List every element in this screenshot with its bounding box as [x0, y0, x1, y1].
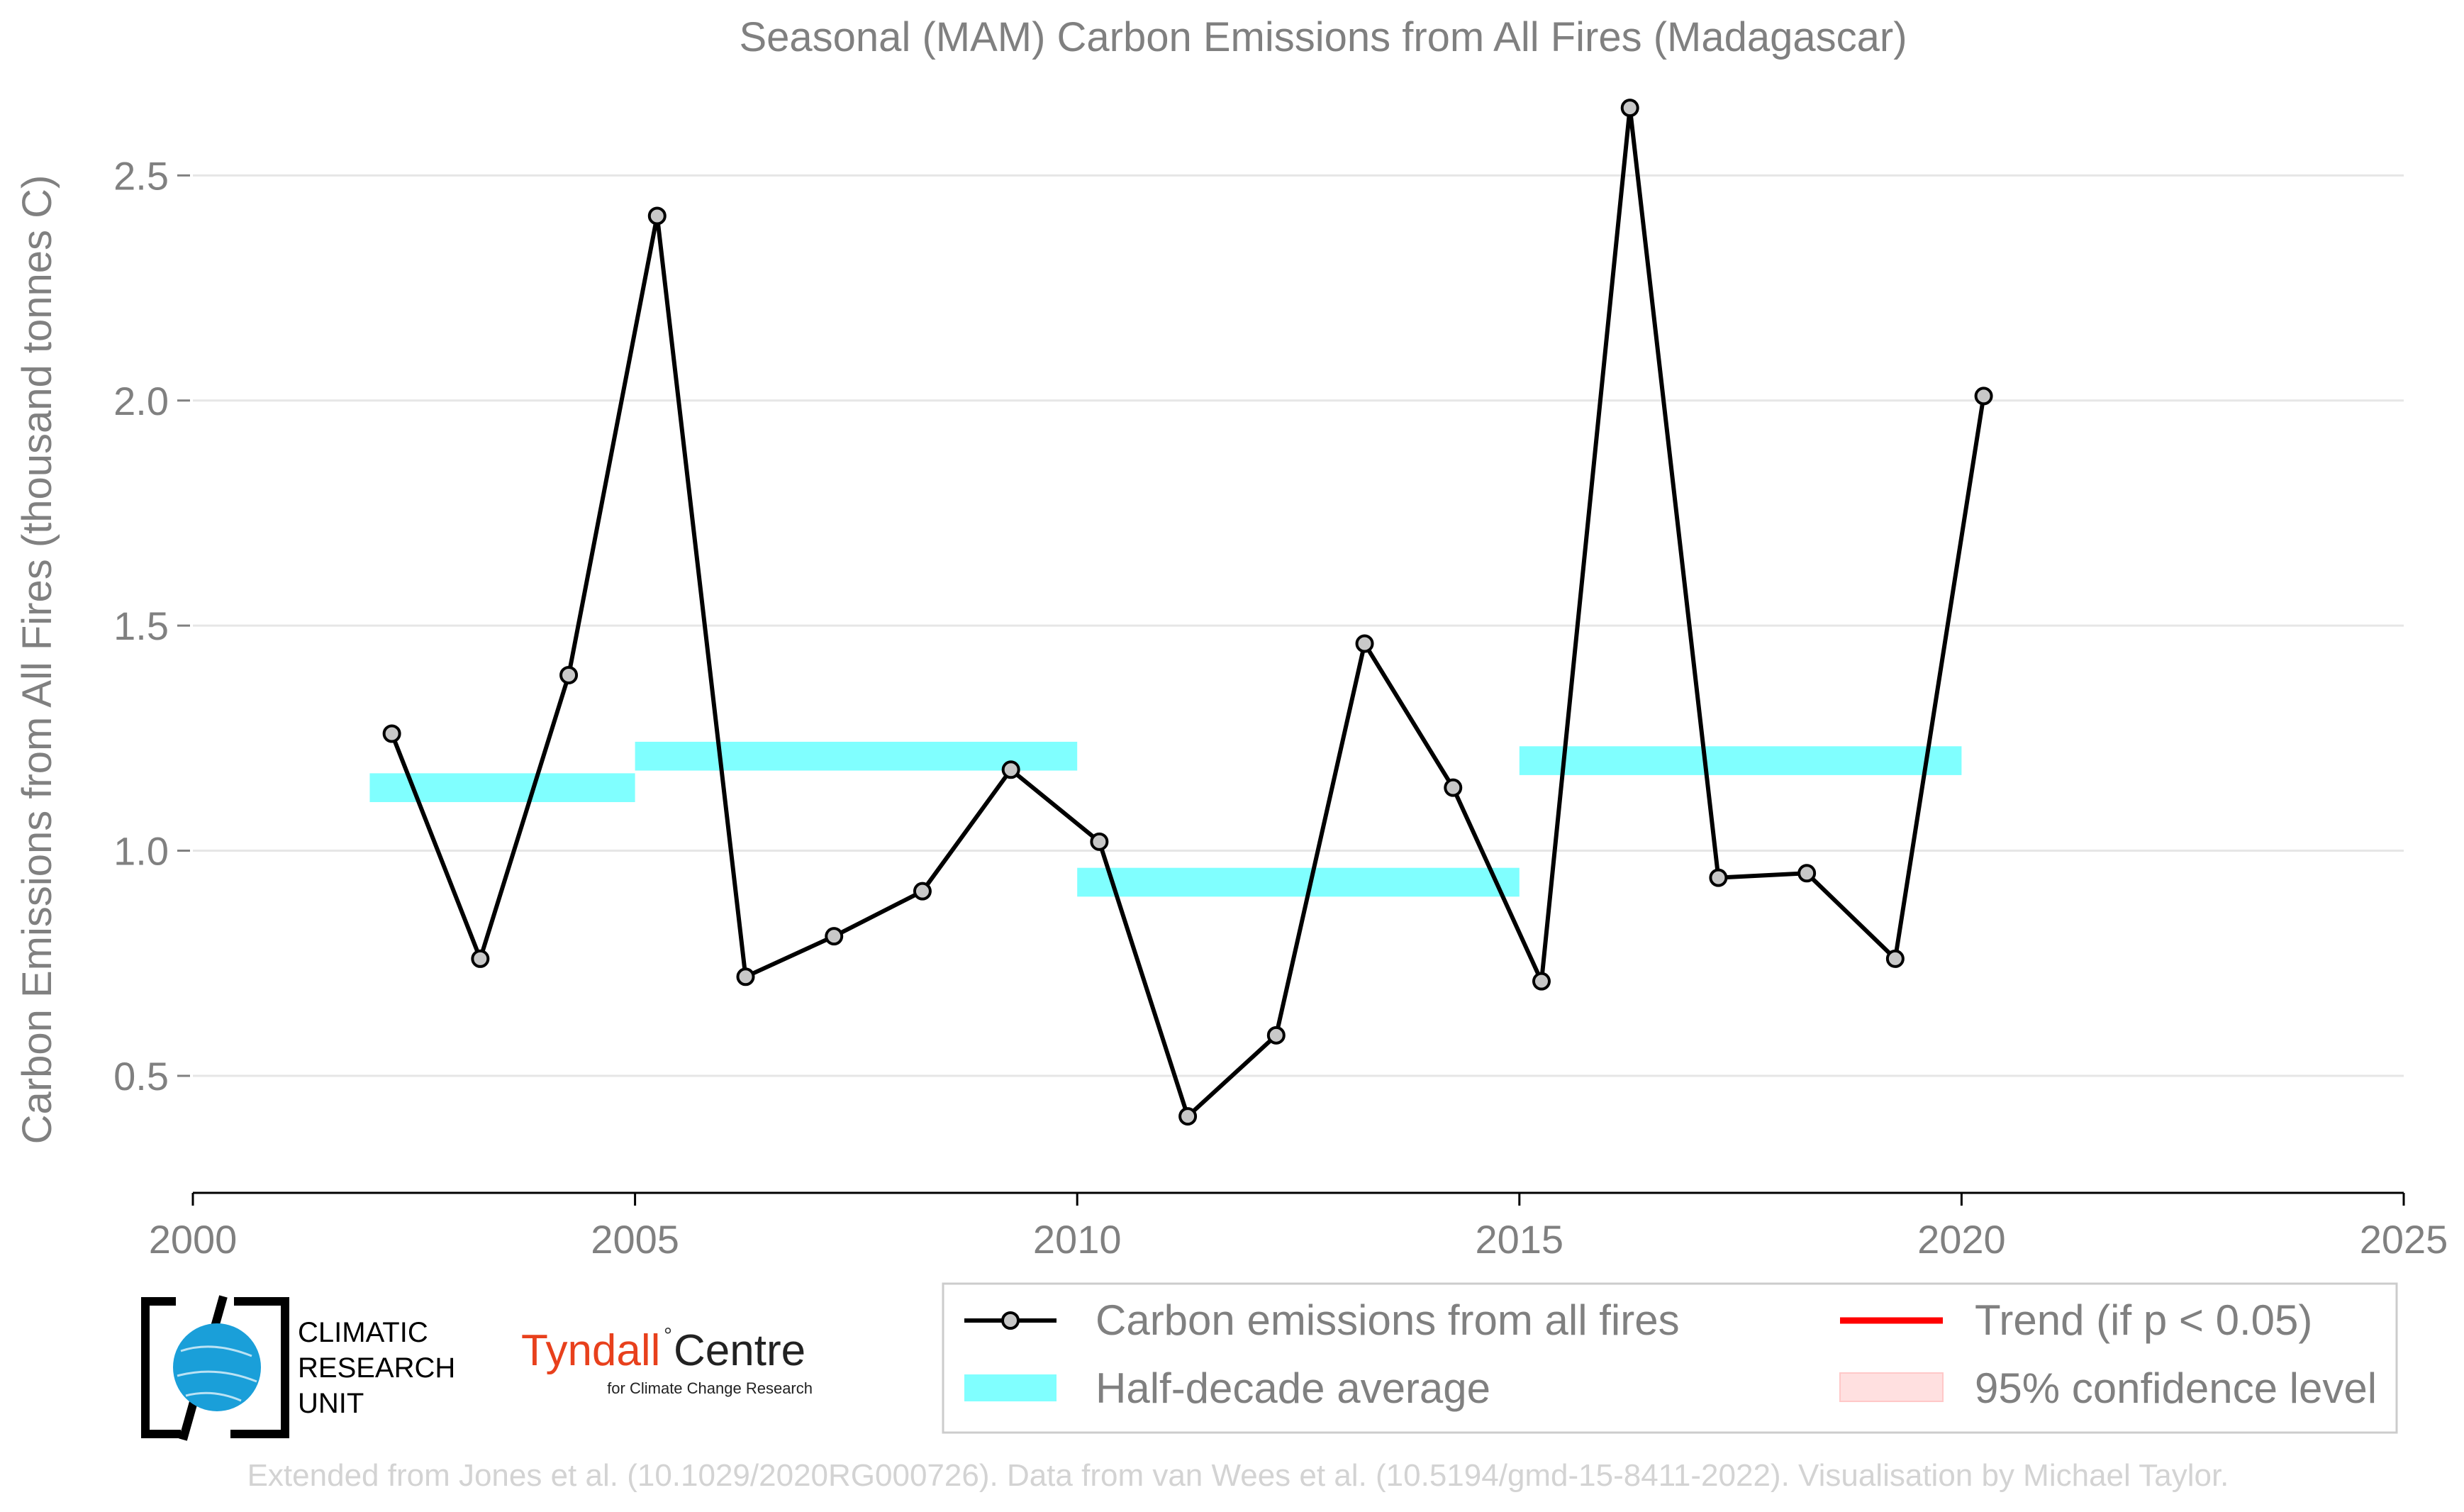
data-point: [1885, 949, 1905, 968]
data-point: [1709, 868, 1728, 887]
legend-band-swatch: [964, 1374, 1057, 1401]
cru-bracket-right: [230, 1297, 289, 1438]
tyndall-centre: Centre: [674, 1326, 805, 1375]
cru-text-line1: CLIMATIC: [298, 1317, 428, 1348]
data-point: [1620, 99, 1639, 118]
data-point: [1444, 778, 1463, 797]
cru-text-line3: UNIT: [298, 1388, 364, 1419]
data-point: [1178, 1107, 1198, 1126]
x-tick-label: 2020: [1917, 1217, 2006, 1262]
legend-ci-swatch: [1839, 1372, 1944, 1402]
cru-logo: CLIMATIC RESEARCH UNIT: [141, 1295, 455, 1441]
tyndall-logo: Tyndall ° Centre for Climate Change Rese…: [521, 1324, 813, 1397]
data-point: [1797, 864, 1817, 883]
data-point: [1355, 634, 1374, 653]
y-tick-label: 1.5: [113, 604, 169, 648]
chart-title: Seasonal (MAM) Carbon Emissions from All…: [739, 14, 1907, 60]
legend-label-half-decade: Half-decade average: [1096, 1364, 1490, 1412]
data-point: [1266, 1025, 1286, 1045]
legend: Carbon emissions from all fires Trend (i…: [942, 1282, 2398, 1434]
half-decade-bar: [1519, 746, 1962, 775]
data-point: [1974, 387, 1993, 406]
data-point: [913, 882, 932, 901]
data-point: [559, 665, 579, 684]
grid-lines: [193, 174, 2404, 1077]
x-tick-label: 2005: [591, 1217, 679, 1262]
data-point: [1001, 760, 1020, 779]
x-tick-label: 2000: [149, 1217, 238, 1262]
data-point: [382, 724, 401, 743]
y-tick-label: 2.5: [113, 153, 169, 198]
legend-label-emissions: Carbon emissions from all fires: [1096, 1296, 1680, 1344]
tyndall-degree: °: [664, 1324, 672, 1347]
data-point: [825, 927, 844, 946]
footer-credit: Extended from Jones et al. (10.1029/2020…: [247, 1458, 2229, 1493]
globe-icon: [173, 1323, 261, 1411]
cru-bracket-left: [141, 1297, 181, 1438]
legend-label-ci: 95% confidence level: [1975, 1364, 2377, 1412]
data-point: [1532, 972, 1551, 991]
data-point: [1090, 832, 1109, 851]
y-tick-label: 2.0: [113, 379, 169, 423]
half-decade-bar: [1077, 867, 1520, 897]
legend-label-trend: Trend (if p < 0.05): [1975, 1296, 2312, 1344]
tyndall-name: Tyndall: [521, 1326, 660, 1375]
y-tick-label: 1.0: [113, 829, 169, 874]
data-point: [647, 206, 667, 226]
globe-lines: [177, 1345, 257, 1402]
y-tick-label: 0.5: [113, 1054, 169, 1099]
series-line: [382, 99, 1993, 1126]
data-point: [736, 967, 755, 986]
axes: 0.5 1.0 1.5 2.0 2.5 2000 2005 2010 2015 2020 2025: [113, 153, 2448, 1262]
data-point: [471, 949, 490, 968]
x-tick-label: 2025: [2360, 1217, 2448, 1262]
legend-marker-swatch: [1001, 1311, 1020, 1330]
y-axis-label: Carbon Emissions from All Fires (thousan…: [14, 175, 60, 1145]
legend-frame: [942, 1282, 2398, 1434]
emissions-line: [389, 106, 1986, 1119]
cru-text-line2: RESEARCH: [298, 1352, 455, 1384]
x-tick-label: 2015: [1476, 1217, 1564, 1262]
tyndall-sub: for Climate Change Research: [607, 1379, 813, 1397]
x-tick-label: 2010: [1033, 1217, 1122, 1262]
